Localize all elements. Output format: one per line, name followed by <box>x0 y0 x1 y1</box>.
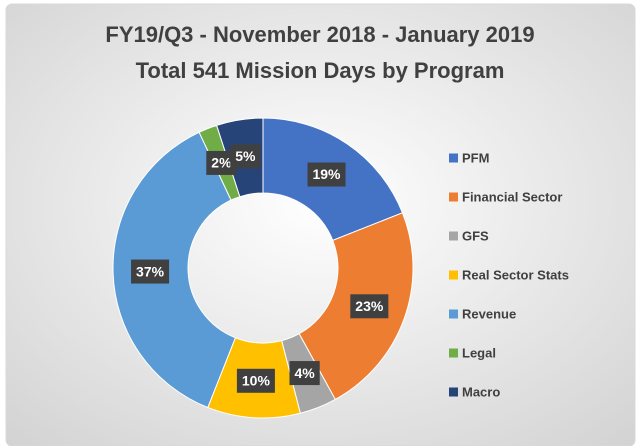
value-label: 5% <box>235 148 256 164</box>
legend-swatch <box>449 270 458 280</box>
value-label: 23% <box>355 298 384 314</box>
legend-label: Macro <box>462 384 500 399</box>
value-label: 4% <box>294 365 315 381</box>
chart-title: FY19/Q3 - November 2018 - January 2019 <box>105 22 534 47</box>
value-label: 10% <box>242 372 271 388</box>
legend-label: GFS <box>462 228 489 243</box>
legend-label: Real Sector Stats <box>462 267 569 282</box>
value-label-box <box>289 361 320 386</box>
legend: PFM Financial Sector GFS Real Sector Stats R… <box>449 150 569 399</box>
legend-swatch <box>449 192 458 202</box>
legend-swatch <box>449 153 458 163</box>
value-label-box <box>230 144 261 169</box>
legend-swatch <box>449 231 458 241</box>
donut-slice <box>112 131 237 409</box>
value-label-box <box>307 162 346 187</box>
value-label-box <box>131 259 170 284</box>
plot: 19% 23% 4% 10% 37% 2% 5% <box>112 117 414 419</box>
value-label: 37% <box>136 263 165 279</box>
legend-swatch <box>449 387 458 397</box>
legend-label: Financial Sector <box>462 189 562 204</box>
legend-swatch <box>449 309 458 319</box>
legend-swatch <box>449 348 458 358</box>
legend-label: Legal <box>462 345 496 360</box>
value-label-box <box>350 294 389 319</box>
legend-label: Revenue <box>462 306 516 321</box>
value-label-box <box>236 368 275 393</box>
value-label: 19% <box>312 166 341 182</box>
value-label: 2% <box>211 155 232 171</box>
legend-label: PFM <box>462 150 489 165</box>
chart-subtitle: Total 541 Mission Days by Program <box>136 58 505 83</box>
